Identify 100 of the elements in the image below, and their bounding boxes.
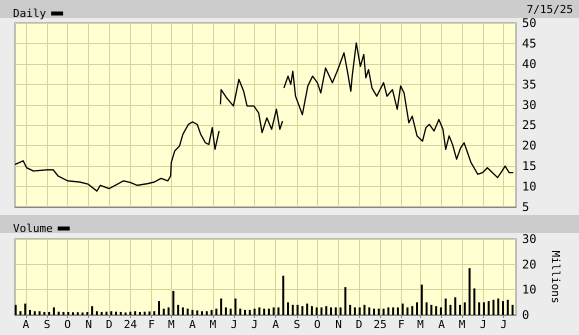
y-axis-title: Millions — [549, 250, 562, 304]
bar — [91, 306, 94, 315]
bar — [354, 307, 356, 315]
bar — [220, 298, 222, 315]
bar — [330, 307, 332, 315]
bar — [287, 302, 290, 315]
x-tick-label: F — [398, 318, 405, 331]
bar — [306, 304, 308, 315]
y-tick-label: 0 — [522, 308, 530, 322]
bar — [82, 312, 84, 315]
x-tick-label: 25 — [374, 318, 387, 331]
bar — [426, 302, 428, 315]
bar — [282, 276, 284, 315]
bar — [248, 310, 251, 315]
bar — [358, 307, 361, 315]
bar — [435, 306, 438, 315]
bar — [100, 312, 103, 315]
y-tick-label: 40 — [522, 56, 536, 71]
bar — [86, 312, 88, 315]
bar — [382, 308, 385, 315]
bar — [124, 312, 127, 315]
bar — [444, 298, 447, 315]
bar — [129, 312, 132, 315]
bar — [334, 307, 337, 315]
y-tick-label: 20 — [522, 138, 536, 153]
bar — [239, 308, 242, 315]
bar — [349, 304, 352, 315]
x-tick-label: D — [356, 318, 362, 331]
bar — [234, 298, 236, 315]
y-tick-label: 10 — [522, 180, 536, 194]
bar — [158, 301, 160, 315]
bar — [34, 311, 36, 315]
bar — [43, 312, 46, 315]
bar — [134, 311, 136, 315]
bar — [454, 297, 456, 315]
bar — [449, 304, 452, 315]
bar — [210, 310, 213, 315]
bar — [258, 307, 260, 315]
bar — [464, 302, 466, 315]
bar — [196, 310, 198, 315]
bar — [138, 312, 141, 315]
bar — [162, 308, 165, 315]
bar — [76, 312, 79, 315]
bar — [406, 307, 408, 315]
y-tick-label: 50 — [522, 16, 536, 30]
bar — [277, 307, 280, 315]
bar — [58, 312, 60, 315]
x-tick-label: M — [458, 318, 466, 331]
x-tick-label: F — [148, 318, 155, 331]
bar — [254, 308, 256, 315]
y-tick-label: 10 — [522, 282, 536, 297]
bar — [296, 304, 299, 315]
bar — [24, 304, 26, 315]
bar — [378, 308, 380, 315]
bar — [325, 306, 328, 315]
x-tick-label: J — [251, 318, 258, 331]
x-tick-label: O — [64, 318, 71, 331]
bar — [411, 306, 414, 315]
x-tick-label: D — [106, 318, 113, 331]
bar — [177, 304, 180, 315]
x-tick-label: N — [85, 318, 92, 331]
x-tick-label: A — [272, 318, 280, 331]
bar — [420, 284, 423, 315]
bar — [482, 302, 485, 315]
bar — [506, 300, 509, 315]
bar — [186, 308, 189, 315]
bar — [473, 288, 476, 315]
bar — [316, 307, 318, 315]
y-tick-label: 15 — [522, 159, 536, 174]
bar — [292, 304, 294, 315]
bar — [488, 301, 490, 315]
bar — [492, 300, 494, 315]
bar — [263, 308, 266, 315]
y-tick-label: 35 — [522, 77, 536, 92]
bar — [497, 298, 500, 315]
bar — [215, 308, 218, 315]
legend-label: Volume — [12, 222, 53, 235]
text: 7/15/25 — [526, 3, 573, 16]
x-tick-label: S — [44, 318, 50, 331]
bar — [373, 308, 376, 315]
x-tick-label: N — [335, 318, 342, 331]
x-tick-label: J — [230, 318, 238, 331]
y-tick-label: 20 — [522, 257, 536, 272]
bar — [368, 307, 370, 315]
bar — [29, 310, 32, 315]
bar — [72, 312, 74, 315]
bar — [396, 307, 399, 315]
bar — [387, 307, 390, 315]
x-tick-label: 24 — [124, 318, 138, 331]
bar — [268, 308, 270, 315]
bar — [67, 312, 70, 315]
x-tick-label: A — [438, 318, 446, 331]
x-tick-label: J — [480, 318, 487, 331]
bar — [191, 310, 194, 315]
bar — [144, 312, 146, 315]
bar — [230, 308, 232, 315]
x-tick-label: S — [294, 318, 300, 331]
x-tick-label: O — [314, 318, 321, 331]
bar — [206, 311, 208, 315]
bar — [272, 307, 275, 315]
